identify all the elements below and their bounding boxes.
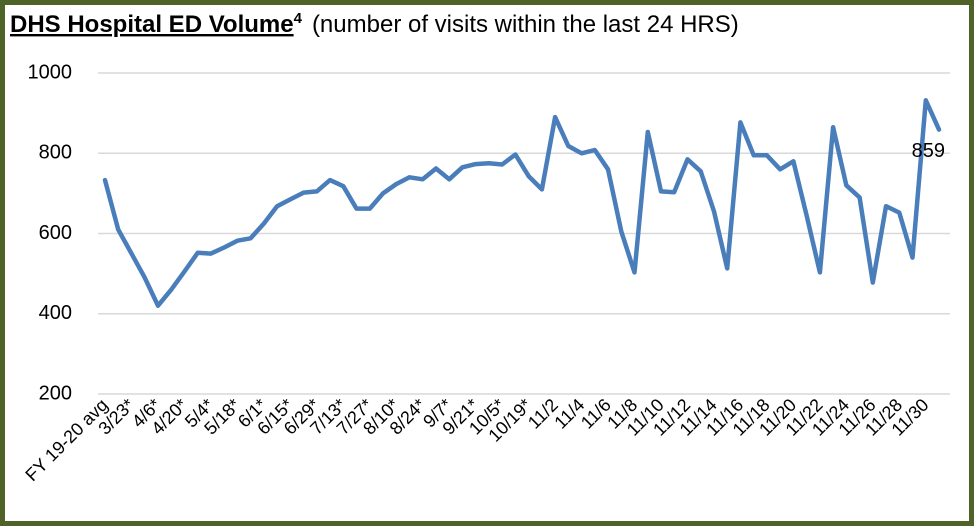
data-label: 859 xyxy=(912,140,945,162)
title-superscript: 4 xyxy=(294,10,303,27)
y-tick-label: 1000 xyxy=(28,61,73,83)
y-tick-label: 800 xyxy=(39,142,72,164)
chart-subtitle: (number of visits within the last 24 HRS… xyxy=(312,11,739,38)
y-tick-label: 200 xyxy=(39,382,72,404)
y-tick-label: 400 xyxy=(39,302,72,324)
title-group: DHS Hospital ED Volume4 (number of visits… xyxy=(10,10,739,38)
chart-title: DHS Hospital ED Volume xyxy=(10,11,294,38)
line-series xyxy=(102,98,942,308)
y-tick-label: 600 xyxy=(39,222,72,244)
